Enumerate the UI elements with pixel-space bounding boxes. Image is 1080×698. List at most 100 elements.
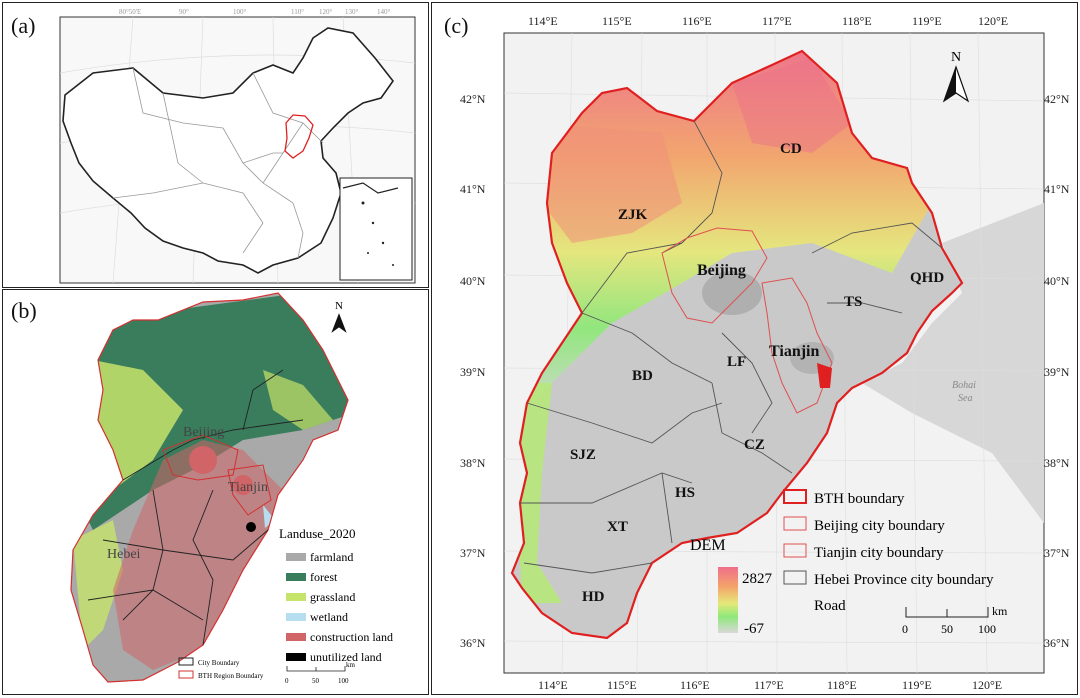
legend-swatch-unutilized-land <box>286 653 306 661</box>
grid-label-a-3: 110° <box>291 8 304 16</box>
grid-label-a-4: 120° <box>319 8 333 16</box>
legend-bth-boundary: BTH boundary <box>814 491 905 507</box>
landuse-legend-title: Landuse_2020 <box>279 526 356 541</box>
city-label-cd: CD <box>780 141 802 157</box>
scale-tick-b-1: 50 <box>312 677 320 685</box>
panel-a-china-overview: (a) 80°50'E 90° 100° 110° 120° 130° 140° <box>2 2 429 288</box>
place-tianjin-b: Tianjin <box>228 480 268 495</box>
panel-c-label: (c) <box>444 13 469 38</box>
bth-region-boundary <box>70 292 349 683</box>
legend-swatch-forest <box>286 573 306 581</box>
lat-label-2: 40°N <box>460 274 486 288</box>
city-label-zjk: ZJK <box>618 207 648 223</box>
lat-label-3: 39°N <box>460 365 486 379</box>
scale-tick-b-0: 0 <box>285 677 289 685</box>
legend-city-boundary-b: City Boundary <box>198 659 240 667</box>
scale-bar-b: km 0 50 100 <box>285 661 356 685</box>
scale-unit-c: km <box>992 604 1008 618</box>
legend-label-grassland: grassland <box>310 590 355 604</box>
city-label-lf: LF <box>727 354 746 370</box>
city-label-bd: BD <box>632 368 653 384</box>
landuse-legend: Landuse_2020 farmland forest grassland w… <box>279 526 393 664</box>
lat-label-4: 38°N <box>460 456 486 470</box>
dem-max: 2827 <box>742 571 773 587</box>
lon-label-bottom-2: 116°E <box>680 678 710 692</box>
legend-label-construction-land: construction land <box>310 630 393 644</box>
legend-tianjin-boundary: Tianjin city boundary <box>814 545 944 561</box>
city-label-hs: HS <box>675 485 695 501</box>
china-outline-map: 80°50'E 90° 100° 110° 120° 130° 140° <box>59 8 416 284</box>
scale-tick-c-1: 50 <box>941 622 953 636</box>
city-label-beijing: Beijing <box>697 262 746 279</box>
lat-label-right-1: 41°N <box>1044 182 1070 196</box>
lat-label-6: 36°N <box>460 636 486 650</box>
city-label-ts: TS <box>844 294 862 310</box>
scale-bar-c: km 0 50 100 <box>902 604 1008 636</box>
dem-color-ramp <box>718 567 738 633</box>
legend-road: Road <box>814 598 846 614</box>
dem-legend: DEM 2827 -67 <box>690 537 773 637</box>
scale-tick-c-2: 100 <box>978 622 996 636</box>
dem-title: DEM <box>690 537 726 554</box>
lon-label-bottom-0: 114°E <box>538 678 568 692</box>
north-arrow-c: N <box>942 50 970 103</box>
lat-label-5: 37°N <box>460 546 486 560</box>
lat-label-right-2: 40°N <box>1044 274 1070 288</box>
beijing-city-boundary <box>661 227 768 324</box>
lon-label-0: 114°E <box>528 14 558 28</box>
sea-label-bohai: Bohai <box>952 380 976 391</box>
legend-bth-boundary-b: BTH Region Boundary <box>198 672 264 680</box>
city-label-xt: XT <box>607 519 628 535</box>
legend-label-farmland: farmland <box>310 550 353 564</box>
lat-label-right-0: 42°N <box>1044 92 1070 106</box>
panel-b-landuse-map: (b) <box>2 289 429 695</box>
china-national-boundary <box>62 27 394 274</box>
legend-swatch-construction-land <box>286 633 306 641</box>
grid-label-a-5: 130° <box>345 8 359 16</box>
panel-c-dem-map: (c) <box>431 2 1078 695</box>
city-label-tianjin: Tianjin <box>769 343 820 360</box>
legend-hebei-boundary: Hebei Province city boundary <box>814 572 994 588</box>
lat-label-right-4: 38°N <box>1044 456 1070 470</box>
lat-label-right-5: 37°N <box>1044 546 1070 560</box>
lat-label-1: 41°N <box>460 182 486 196</box>
lon-label-bottom-3: 117°E <box>754 678 784 692</box>
lon-label-1: 115°E <box>602 14 632 28</box>
place-beijing-b: Beijing <box>183 425 224 440</box>
bth-region-outline <box>284 114 314 159</box>
lon-label-bottom-6: 120°E <box>972 678 1002 692</box>
place-hebei-b: Hebei <box>107 547 141 562</box>
grid-label-a-6: 140° <box>377 8 391 16</box>
lon-label-4: 118°E <box>842 14 872 28</box>
legend-label-unutilized-land: unutilized land <box>310 650 382 664</box>
lon-label-bottom-4: 118°E <box>827 678 857 692</box>
north-arrow-b: N <box>331 300 347 333</box>
lon-label-6: 120°E <box>978 14 1008 28</box>
bth-boundary-c <box>510 49 964 640</box>
boundary-legend-c: BTH boundary Beijing city boundary Tianj… <box>783 489 994 614</box>
city-label-sjz: SJZ <box>570 447 596 463</box>
lon-label-2: 116°E <box>682 14 712 28</box>
boundary-legend-b: City Boundary BTH Region Boundary <box>178 657 264 680</box>
south-china-sea-inset <box>339 177 413 281</box>
dem-map: 114°E 115°E 116°E 117°E 118°E 119°E 120°… <box>460 14 1070 692</box>
lon-label-bottom-5: 119°E <box>902 678 932 692</box>
north-label-b: N <box>335 300 343 312</box>
landuse-map: N Beijing Tianjin Hebei Landuse_2020 far… <box>70 292 393 685</box>
city-label-qhd: QHD <box>910 270 944 286</box>
legend-beijing-boundary: Beijing city boundary <box>814 518 945 534</box>
scale-unit-b: km <box>346 661 356 669</box>
lat-label-right-3: 39°N <box>1044 365 1070 379</box>
grid-label-a-2: 100° <box>233 8 247 16</box>
panel-b-label: (b) <box>11 298 37 323</box>
lon-label-5: 119°E <box>912 14 942 28</box>
grid-label-a-1: 90° <box>179 8 189 16</box>
legend-label-wetland: wetland <box>310 610 348 624</box>
legend-swatch-grassland <box>286 593 306 601</box>
scale-tick-b-2: 100 <box>338 677 349 685</box>
panel-a-label: (a) <box>11 13 36 38</box>
lon-label-bottom-1: 115°E <box>607 678 637 692</box>
legend-swatch-wetland <box>286 613 306 621</box>
lon-label-3: 117°E <box>762 14 792 28</box>
